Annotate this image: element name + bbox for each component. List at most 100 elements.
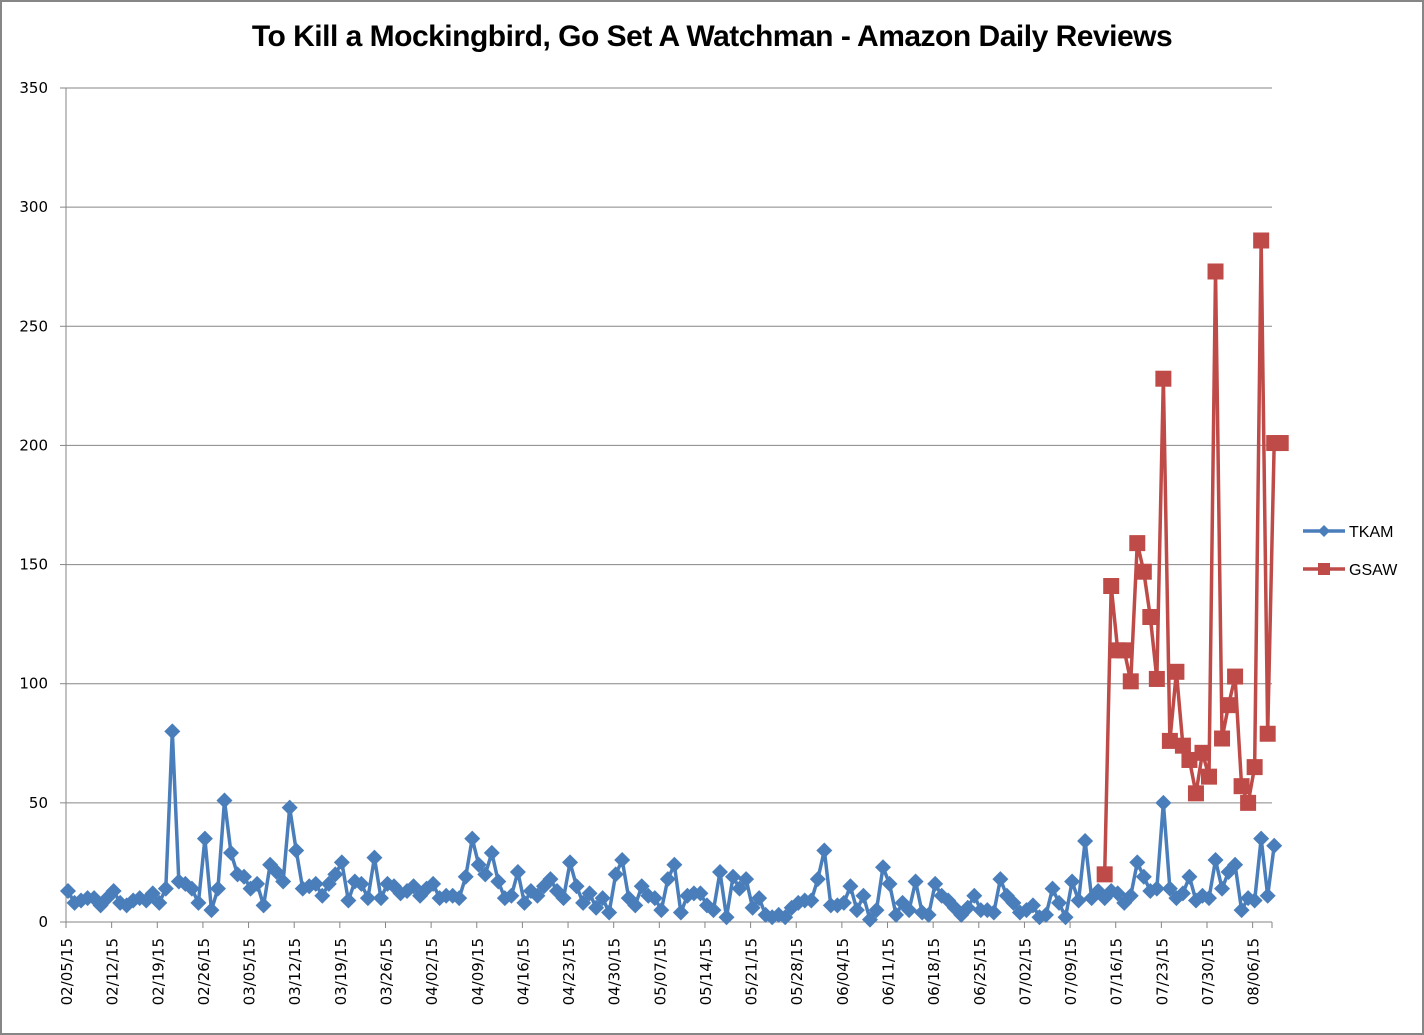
- tkam-point: [1044, 880, 1061, 897]
- tkam-point: [249, 875, 266, 892]
- gsaw-point: [1227, 668, 1244, 685]
- tkam-point: [327, 866, 344, 883]
- legend-label: TKAM: [1349, 524, 1393, 541]
- tkam-point: [888, 906, 905, 923]
- tkam-point: [1246, 892, 1263, 909]
- tkam-point: [281, 799, 298, 816]
- tkam-point: [1253, 830, 1270, 847]
- tkam-point: [144, 885, 161, 902]
- legend-item-gsaw: GSAW: [1303, 562, 1398, 579]
- x-tick-label: 07/02/15: [1016, 938, 1034, 1005]
- tkam-point: [1161, 880, 1178, 897]
- tkam-point: [731, 880, 748, 897]
- tkam-point: [927, 875, 944, 892]
- tkam-point: [503, 887, 520, 904]
- tkam-point: [718, 909, 735, 926]
- tkam-point: [803, 892, 820, 909]
- tkam-point: [992, 871, 1009, 888]
- tkam-point: [751, 890, 768, 907]
- y-tick-label: 50: [29, 794, 48, 812]
- tkam-point: [855, 887, 872, 904]
- tkam-point: [477, 866, 494, 883]
- tkam-point: [333, 854, 350, 871]
- x-tick-label: 07/16/15: [1108, 938, 1126, 1005]
- x-tick-label: 06/25/15: [971, 938, 989, 1005]
- x-tick-label: 04/02/15: [423, 938, 441, 1005]
- gsaw-point: [1187, 785, 1204, 802]
- gsaw-point: [1259, 725, 1276, 742]
- tkam-point: [1051, 894, 1068, 911]
- tkam-point: [1174, 885, 1191, 902]
- tkam-point: [1122, 887, 1139, 904]
- tkam-point: [588, 899, 605, 916]
- gsaw-point: [1122, 673, 1139, 690]
- tkam-point: [868, 902, 885, 919]
- y-tick-label: 350: [19, 79, 48, 97]
- x-tick-label: 07/23/15: [1153, 938, 1171, 1005]
- gsaw-point: [1135, 563, 1152, 580]
- tkam-point: [1011, 904, 1028, 921]
- y-tick-label: 250: [19, 317, 48, 335]
- tkam-point: [1227, 856, 1244, 873]
- gsaw-point: [1155, 370, 1172, 387]
- gsaw-point: [1103, 578, 1120, 595]
- tkam-point: [183, 880, 200, 897]
- tkam-point: [359, 890, 376, 907]
- tkam-point: [288, 842, 305, 859]
- tkam-point: [901, 902, 918, 919]
- tkam-point: [875, 859, 891, 876]
- tkam-point: [372, 890, 389, 907]
- series-group: [60, 232, 1289, 928]
- legend-marker-diamond: [1318, 525, 1330, 537]
- tkam-point: [190, 894, 207, 911]
- gsaw-point: [1214, 730, 1231, 747]
- gsaw-point: [1246, 759, 1263, 776]
- tkam-point: [1109, 885, 1126, 902]
- tkam-point: [653, 902, 670, 919]
- x-tick-label: 04/30/15: [606, 938, 624, 1005]
- gsaw-point: [1161, 732, 1178, 749]
- gridlines: [66, 87, 1272, 804]
- tkam-point: [1259, 887, 1276, 904]
- x-tick-label: 05/07/15: [651, 938, 669, 1005]
- x-tick-label: 06/11/15: [880, 938, 898, 1005]
- tkam-point: [738, 871, 755, 888]
- series-tkam: [60, 723, 1283, 928]
- tkam-point: [1064, 873, 1081, 890]
- tkam-point: [1233, 902, 1250, 919]
- tkam-point: [725, 868, 742, 885]
- tkam-point: [275, 873, 292, 890]
- gsaw-point: [1148, 670, 1165, 687]
- tkam-point: [614, 852, 631, 869]
- y-tick-label: 200: [19, 436, 48, 454]
- tkam-point: [744, 899, 761, 916]
- gsaw-point: [1240, 794, 1257, 811]
- x-tick-label: 03/26/15: [377, 938, 395, 1005]
- x-tick-label: 04/09/15: [469, 938, 487, 1005]
- tkam-point: [816, 842, 833, 859]
- tkam-point: [842, 878, 859, 895]
- tkam-point: [562, 854, 579, 871]
- series-gsaw: [1096, 232, 1289, 883]
- tkam-point: [255, 897, 272, 914]
- tkam-point: [920, 906, 937, 923]
- tkam-point: [509, 863, 526, 880]
- tkam-point: [209, 880, 226, 897]
- gsaw-point: [1142, 608, 1159, 625]
- tkam-point: [464, 830, 481, 847]
- x-tick-label: 06/04/15: [834, 938, 852, 1005]
- tkam-point: [196, 830, 213, 847]
- tkam-point: [470, 856, 487, 873]
- axes: [65, 88, 1272, 923]
- tkam-point: [809, 871, 826, 888]
- tkam-point: [105, 883, 122, 900]
- x-tick-label: 04/16/15: [514, 938, 532, 1005]
- tkam-point: [1129, 854, 1146, 871]
- tkam-point: [236, 868, 253, 885]
- chart-title: To Kill a Mockingbird, Go Set A Watchman…: [251, 20, 1173, 53]
- tkam-point: [60, 883, 76, 900]
- tkam-point: [164, 723, 181, 740]
- legend-item-tkam: TKAM: [1303, 524, 1393, 541]
